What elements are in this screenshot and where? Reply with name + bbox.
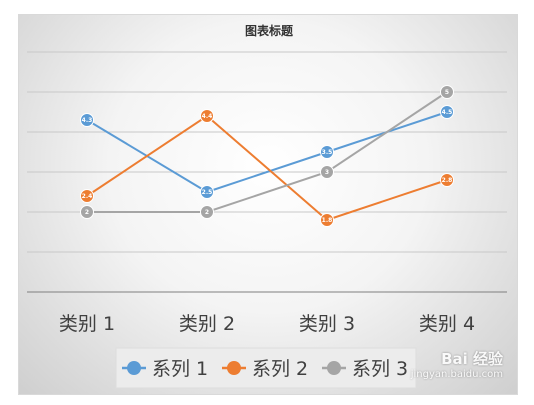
legend-label: 系列 3 [352, 358, 408, 380]
x-tick-label: 类别 4 [419, 313, 475, 335]
data-point [80, 113, 94, 127]
data-label: 5 [445, 89, 449, 96]
watermark: Bai 经验 jingyan.baidu.com [410, 350, 503, 380]
data-point [440, 173, 454, 187]
data-point [200, 109, 214, 123]
chart-title: 图表标题 [245, 23, 294, 38]
chart-area: 图表标题类别 1 类别 2 类别 3 类别 4 4.3 2.5 3.5 4.5 2.4 4.4 1.… [18, 14, 518, 395]
data-label: 2.8 [442, 177, 453, 184]
data-point [320, 145, 334, 159]
legend-box [115, 347, 417, 389]
data-point [80, 189, 94, 203]
x-tick-label: 类别 3 [299, 313, 355, 335]
data-point [440, 85, 454, 99]
data-point [200, 205, 214, 219]
data-point [440, 105, 454, 119]
legend-label: 系列 1 [152, 358, 208, 380]
series-line-3 [87, 91, 448, 213]
data-label: 2.5 [202, 189, 213, 196]
legend-swatch-marker [227, 361, 241, 375]
x-tick-label: 类别 2 [179, 313, 235, 335]
data-point [320, 213, 334, 227]
data-label: 4.5 [442, 109, 453, 116]
x-tick-label: 类别 1 [59, 313, 115, 335]
watermark-main: Bai 经验 [441, 350, 503, 369]
data-point [320, 165, 334, 179]
legend-swatch-marker [327, 361, 341, 375]
series-line-2 [86, 114, 448, 222]
data-label: 2.4 [82, 193, 93, 200]
legend-swatch-marker [127, 361, 141, 375]
data-label: 2 [85, 209, 89, 216]
data-label: 3.5 [322, 149, 333, 156]
data-label: 4.3 [82, 117, 93, 124]
data-label: 1.8 [322, 217, 333, 224]
data-label: 2 [205, 209, 209, 216]
data-point [200, 185, 214, 199]
watermark-sub: jingyan.baidu.com [410, 368, 503, 380]
data-label: 3 [325, 169, 329, 176]
legend-label: 系列 2 [252, 358, 308, 380]
data-point [80, 205, 94, 219]
series-line-1 [86, 111, 448, 194]
data-label: 4.4 [202, 113, 213, 120]
